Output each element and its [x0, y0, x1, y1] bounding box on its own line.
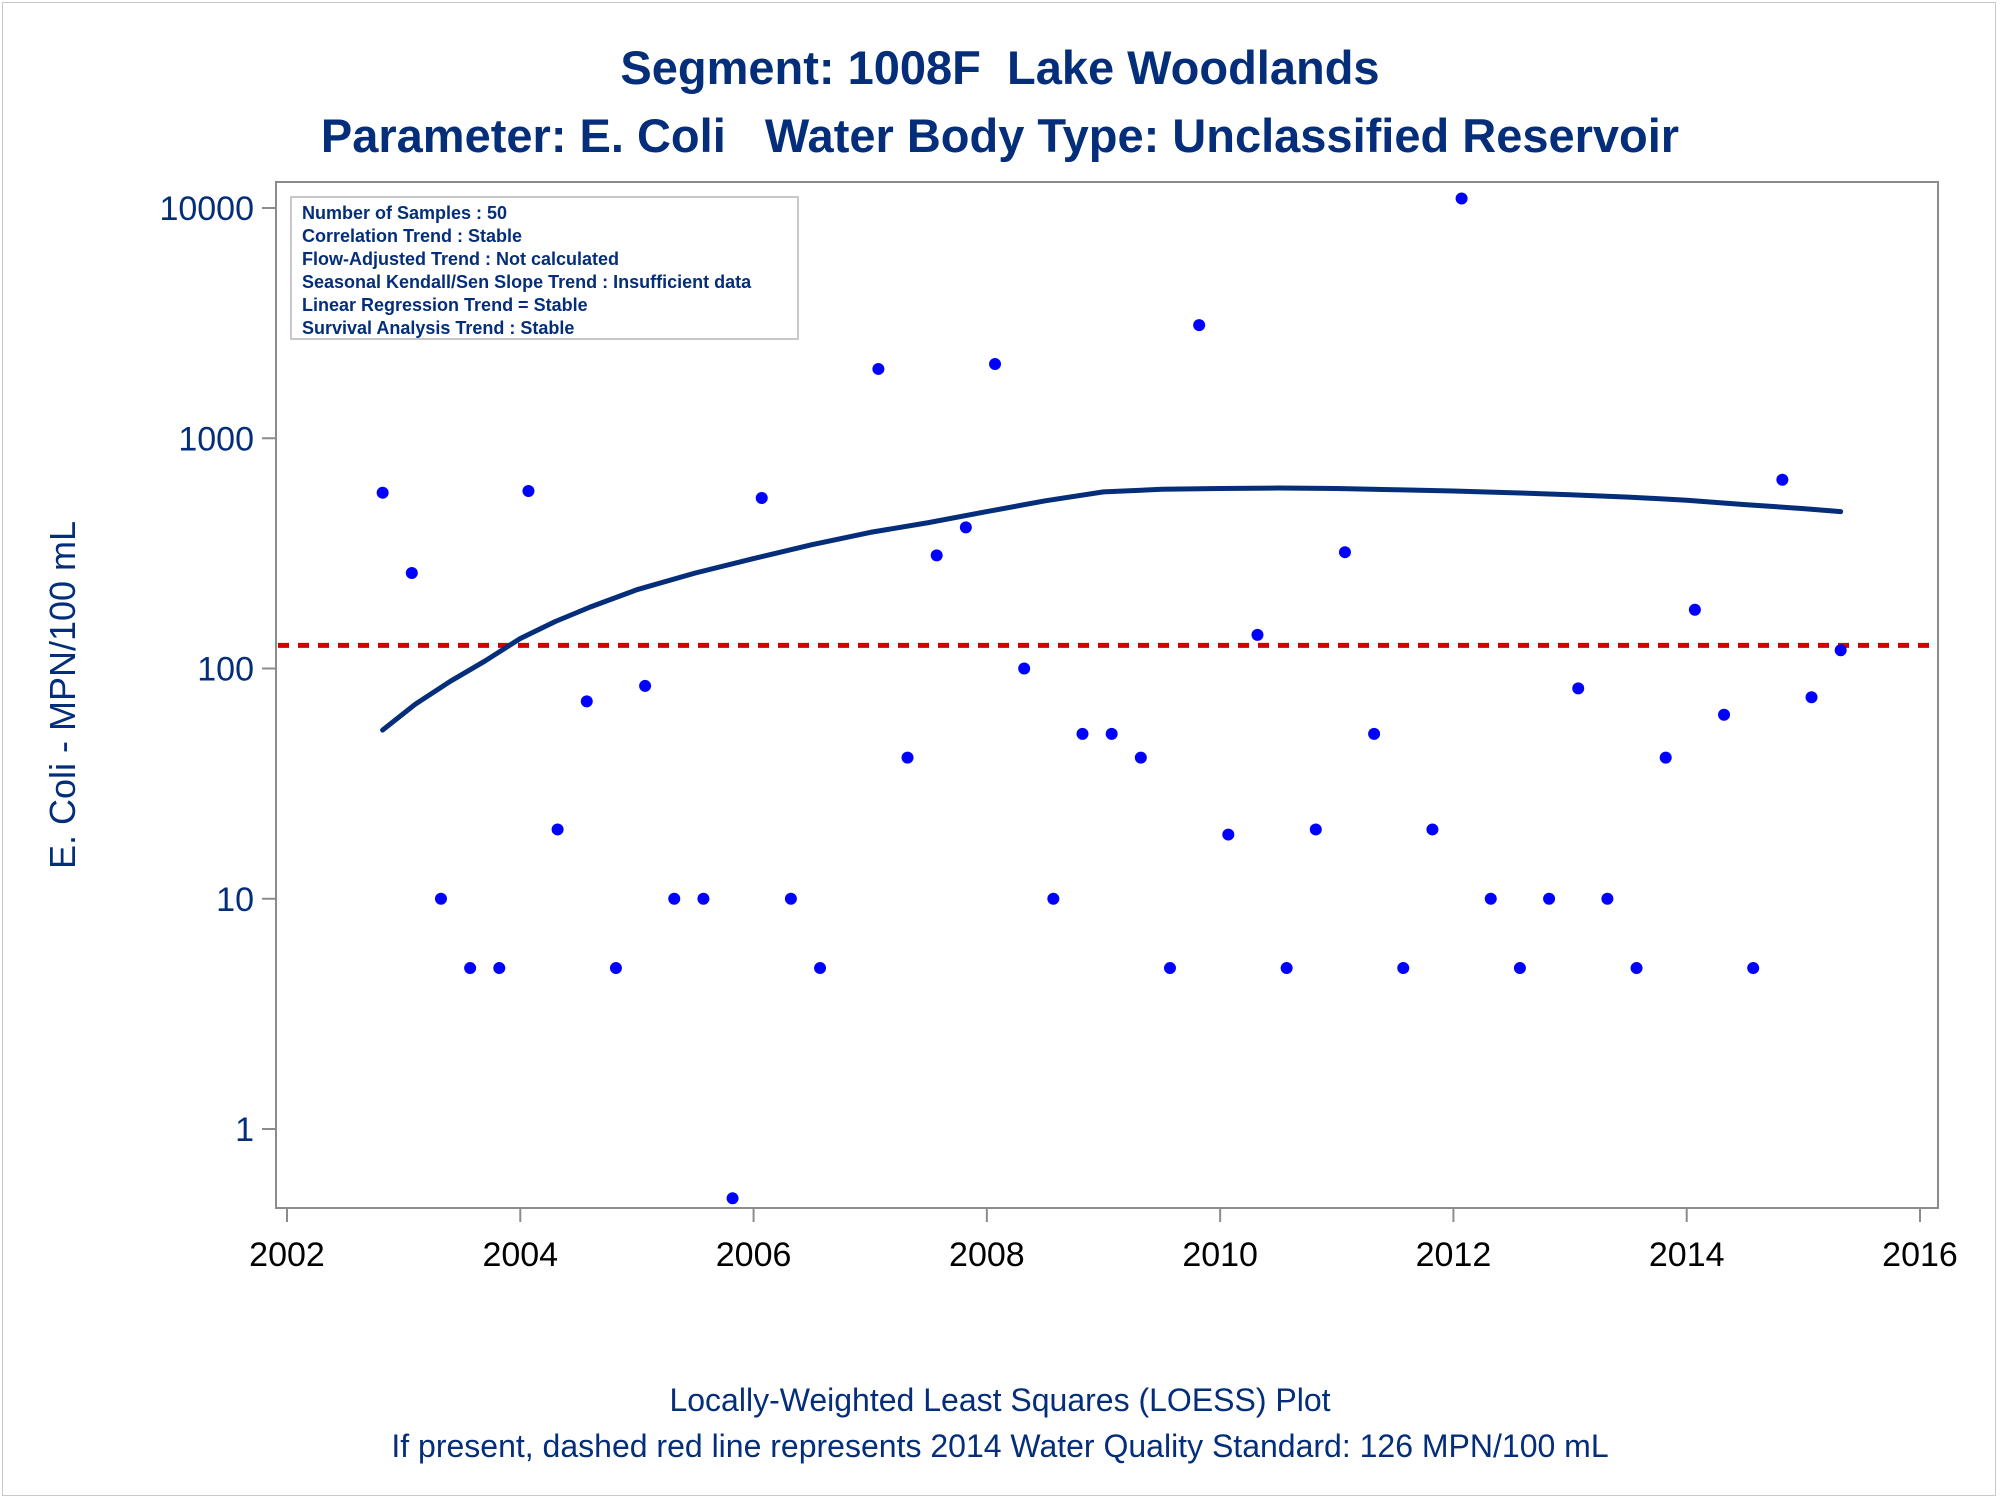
- data-point: [1163, 962, 1176, 975]
- chart-subtitle: Parameter: E. Coli Water Body Type: Uncl…: [320, 109, 1680, 162]
- stats-box: [290, 196, 799, 340]
- loess-curve: [380, 485, 1844, 733]
- data-point: [551, 823, 564, 836]
- y-tick-label: 10000: [159, 190, 254, 228]
- data-point: [784, 892, 797, 905]
- footnote-standard: If present, dashed red line represents 2…: [391, 1428, 1609, 1464]
- x-tick-label: 2008: [949, 1236, 1025, 1274]
- stats-box-line: Correlation Trend : Stable: [302, 226, 522, 246]
- data-point: [1047, 892, 1060, 905]
- data-point: [726, 1192, 739, 1205]
- x-tick-label: 2006: [716, 1236, 792, 1274]
- data-point: [464, 962, 477, 975]
- data-point: [1747, 962, 1760, 975]
- data-point: [1834, 644, 1847, 657]
- data-point: [1280, 962, 1293, 975]
- data-point: [1630, 962, 1643, 975]
- y-tick-label: 100: [197, 651, 254, 689]
- data-point: [493, 962, 506, 975]
- data-point: [668, 892, 681, 905]
- x-tick-label: 2016: [1882, 1236, 1958, 1274]
- x-tick-label: 2004: [482, 1236, 558, 1274]
- y-tick-label: 1: [235, 1111, 254, 1149]
- data-point: [814, 962, 827, 975]
- data-point: [755, 492, 768, 505]
- stats-box-line: Seasonal Kendall/Sen Slope Trend : Insuf…: [302, 272, 752, 292]
- stats-box-line: Number of Samples : 50: [302, 203, 507, 223]
- chart-title: Segment: 1008F Lake Woodlands: [620, 41, 1380, 94]
- data-point: [872, 362, 885, 375]
- data-point: [1776, 473, 1789, 486]
- data-point: [609, 962, 622, 975]
- x-tick-label: 2014: [1649, 1236, 1725, 1274]
- data-point: [1426, 823, 1439, 836]
- data-point: [1455, 192, 1468, 205]
- data-point: [1105, 727, 1118, 740]
- data-point: [1076, 727, 1089, 740]
- data-point: [1513, 962, 1526, 975]
- data-point: [1134, 751, 1147, 764]
- x-tick-label: 2012: [1416, 1236, 1492, 1274]
- x-tick-label: 2010: [1182, 1236, 1258, 1274]
- data-point: [1193, 319, 1206, 332]
- data-point: [1397, 962, 1410, 975]
- data-point: [1309, 823, 1322, 836]
- data-point: [1805, 691, 1818, 704]
- data-point: [1601, 892, 1614, 905]
- data-point: [930, 549, 943, 562]
- data-point: [1543, 892, 1556, 905]
- x-tick-label: 2002: [249, 1236, 325, 1274]
- data-point: [522, 485, 535, 498]
- y-tick-label: 10: [216, 881, 254, 919]
- y-axis-label: E. Coli - MPN/100 mL: [42, 521, 83, 869]
- stats-box-line: Linear Regression Trend = Stable: [302, 295, 588, 315]
- data-point: [1251, 628, 1264, 641]
- data-point: [989, 358, 1002, 371]
- data-point: [1572, 682, 1585, 695]
- data-point: [1659, 751, 1672, 764]
- y-tick-label: 1000: [178, 420, 254, 458]
- plot-area: [275, 181, 1939, 1209]
- data-point: [1018, 662, 1031, 675]
- data-point: [1368, 727, 1381, 740]
- data-point: [959, 521, 972, 534]
- data-point: [1484, 892, 1497, 905]
- data-point: [639, 679, 652, 692]
- data-point: [1718, 708, 1731, 721]
- footnote-method: Locally-Weighted Least Squares (LOESS) P…: [669, 1382, 1331, 1418]
- stats-box-line: Survival Analysis Trend : Stable: [302, 318, 574, 338]
- data-point: [580, 695, 593, 708]
- data-point: [405, 566, 418, 579]
- data-point: [1688, 603, 1701, 616]
- data-point: [376, 486, 389, 499]
- data-point: [901, 751, 914, 764]
- data-point: [1222, 828, 1235, 841]
- stats-box-line: Flow-Adjusted Trend : Not calculated: [302, 249, 619, 269]
- data-point: [434, 892, 447, 905]
- data-point: [697, 892, 710, 905]
- data-point: [1338, 546, 1351, 559]
